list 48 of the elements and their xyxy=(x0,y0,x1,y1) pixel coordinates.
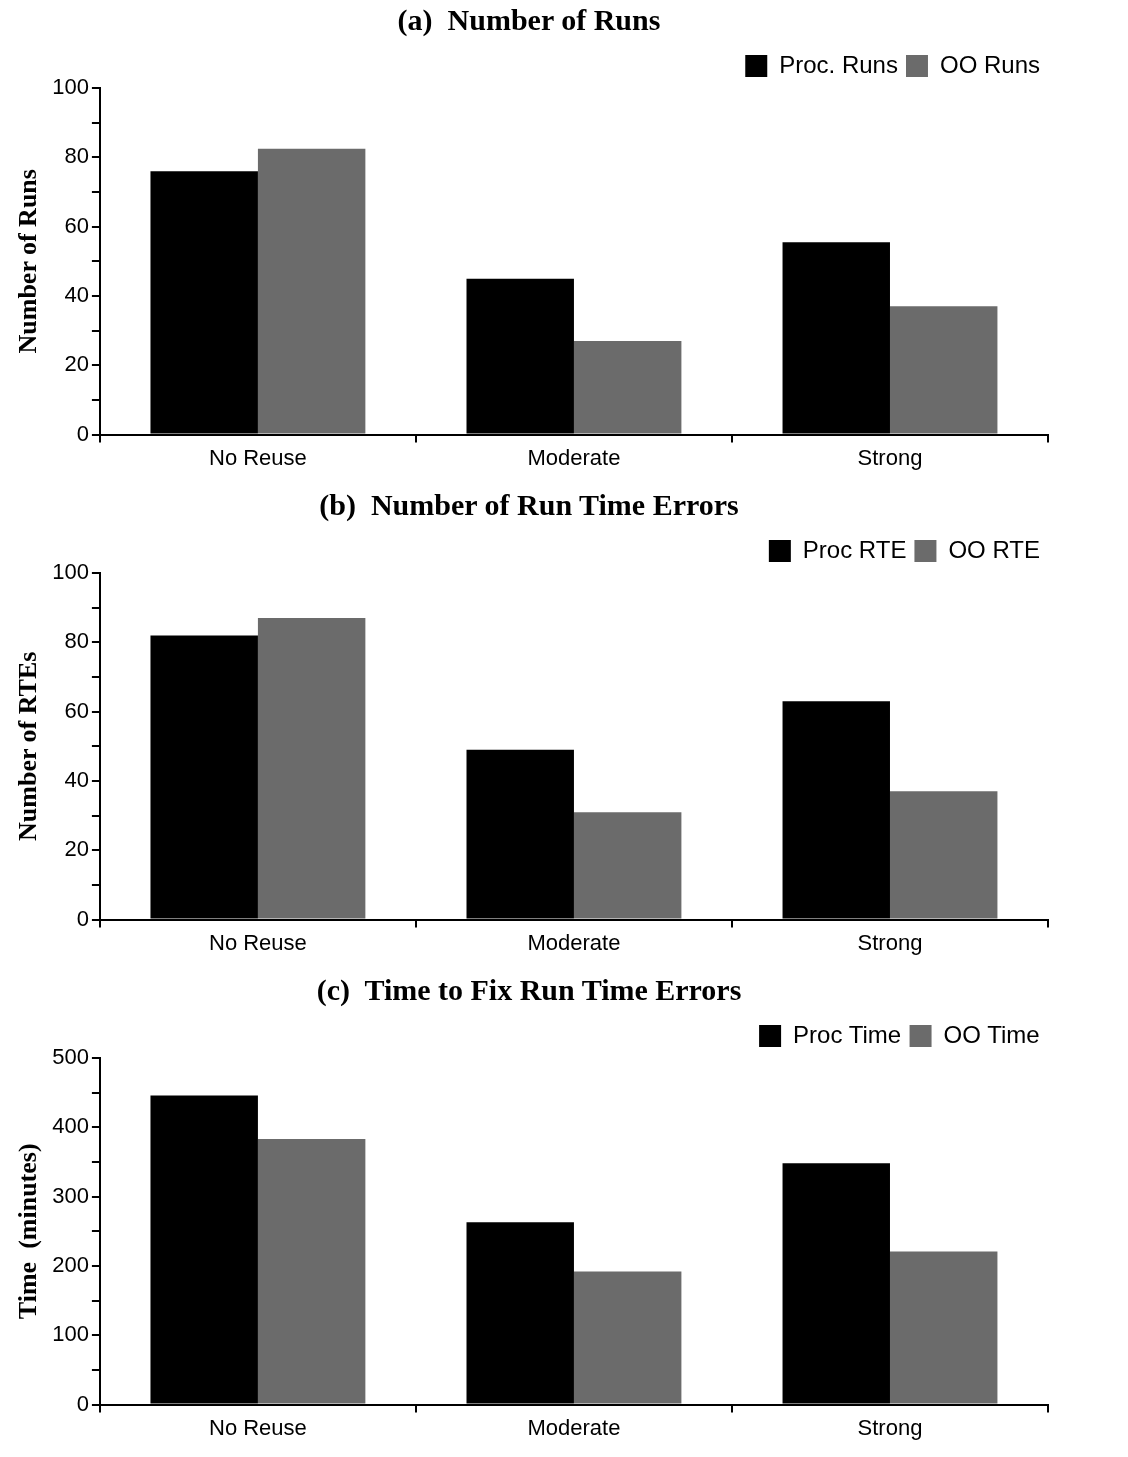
y-tick-label: 60 xyxy=(64,212,89,238)
legend-label: Proc Time xyxy=(793,1020,902,1048)
legend-label: OO Time xyxy=(943,1020,1040,1048)
x-tick-label: No Reuse xyxy=(209,444,307,470)
legend-label: Proc RTE xyxy=(802,535,907,563)
chart-title: (b) Number of Run Time Errors xyxy=(319,487,739,522)
chart-title: (a) Number of Runs xyxy=(397,2,661,37)
y-tick-label: 0 xyxy=(76,905,89,931)
y-axis-title: Time (minutes) xyxy=(13,1143,43,1320)
bar xyxy=(573,1271,682,1404)
y-tick-label: 0 xyxy=(76,420,89,446)
x-tick-label: Strong xyxy=(857,1414,923,1440)
y-tick-label: 300 xyxy=(52,1182,89,1208)
y-tick-label: 40 xyxy=(64,282,89,308)
y-axis-title: Number of Runs xyxy=(13,169,43,354)
legend-label: OO Runs xyxy=(939,50,1040,78)
x-tick-label: No Reuse xyxy=(209,1414,307,1440)
y-tick-label: 100 xyxy=(52,1321,89,1347)
y-tick-label: 40 xyxy=(64,767,89,793)
bar xyxy=(257,618,366,919)
y-axis-title: Number of RTEs xyxy=(13,651,43,841)
y-tick-label: 500 xyxy=(52,1044,89,1070)
y-tick-label: 100 xyxy=(52,74,89,100)
bar xyxy=(573,812,682,919)
bar xyxy=(257,148,366,434)
x-tick-label: Moderate xyxy=(527,929,621,955)
bar xyxy=(889,1251,998,1404)
x-tick-label: Moderate xyxy=(527,1414,621,1440)
x-tick-label: Moderate xyxy=(527,444,621,470)
x-tick-label: Strong xyxy=(857,929,923,955)
y-tick-label: 20 xyxy=(64,836,89,862)
y-tick-label: 0 xyxy=(76,1390,89,1416)
y-tick-label: 100 xyxy=(52,559,89,585)
y-tick-label: 20 xyxy=(64,351,89,377)
y-tick-label: 80 xyxy=(64,628,89,654)
bar xyxy=(889,306,998,434)
bar xyxy=(889,791,998,919)
bar xyxy=(257,1139,366,1404)
chart-title: (c) Time to Fix Run Time Errors xyxy=(316,972,742,1007)
legend-label: Proc. Runs xyxy=(779,50,898,78)
x-tick-label: Strong xyxy=(857,444,923,470)
y-tick-label: 80 xyxy=(64,143,89,169)
y-tick-label: 200 xyxy=(52,1252,89,1278)
bar xyxy=(573,341,682,434)
y-tick-label: 400 xyxy=(52,1113,89,1139)
y-tick-label: 60 xyxy=(64,697,89,723)
x-tick-label: No Reuse xyxy=(209,929,307,955)
legend-label: OO RTE xyxy=(948,535,1041,563)
